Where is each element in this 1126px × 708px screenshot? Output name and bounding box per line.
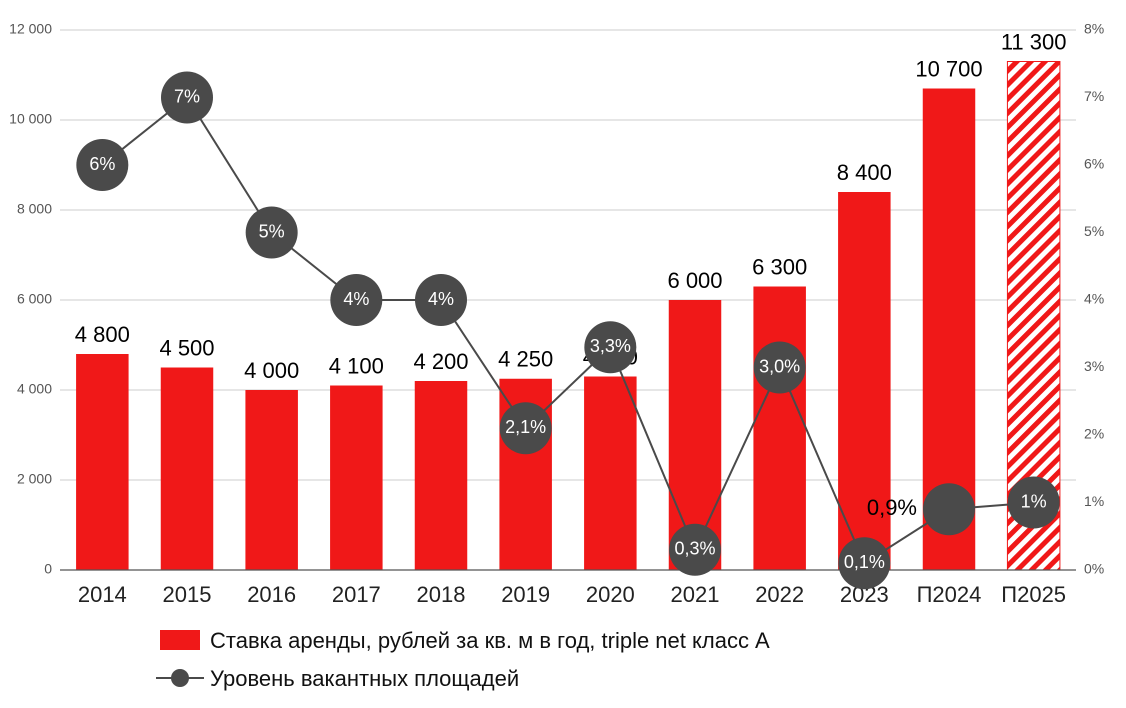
legend-label: Ставка аренды, рублей за кв. м в год, tr…	[210, 628, 770, 653]
bar-value-label: 4 500	[159, 335, 214, 360]
x-category-label: П2025	[1001, 582, 1066, 607]
vacancy-value-label: 6%	[89, 154, 115, 174]
bar	[753, 287, 805, 571]
x-category-label: 2019	[501, 582, 550, 607]
legend-swatch-bar	[160, 630, 200, 650]
bar-value-label: 8 400	[837, 160, 892, 185]
bar-value-label: 6 300	[752, 254, 807, 279]
bar	[330, 386, 382, 571]
x-category-label: 2020	[586, 582, 635, 607]
vacancy-value-label: 3,0%	[759, 356, 800, 376]
vacancy-value-label: 0,9%	[867, 495, 917, 520]
bar-value-label: 4 100	[329, 353, 384, 378]
y-left-tick: 8 000	[17, 201, 52, 217]
y-right-tick: 6%	[1084, 156, 1104, 172]
bar	[161, 368, 213, 571]
y-right-tick: 2%	[1084, 426, 1104, 442]
bar	[76, 354, 128, 570]
y-right-tick: 4%	[1084, 291, 1104, 307]
x-category-label: 2016	[247, 582, 296, 607]
y-right-tick: 8%	[1084, 21, 1104, 37]
vacancy-value-label: 4%	[343, 289, 369, 309]
legend-marker	[171, 669, 189, 687]
x-category-label: П2024	[917, 582, 982, 607]
y-left-tick: 4 000	[17, 381, 52, 397]
vacancy-value-label: 7%	[174, 86, 200, 106]
x-category-label: 2014	[78, 582, 127, 607]
vacancy-value-label: 2,1%	[505, 417, 546, 437]
y-right-tick: 1%	[1084, 493, 1104, 509]
y-left-tick: 0	[44, 561, 52, 577]
y-right-tick: 3%	[1084, 358, 1104, 374]
bar-value-label: 6 000	[667, 268, 722, 293]
y-left-tick: 6 000	[17, 291, 52, 307]
bar	[584, 377, 636, 571]
y-left-tick: 2 000	[17, 471, 52, 487]
bar-value-label: 4 000	[244, 358, 299, 383]
vacancy-value-label: 4%	[428, 289, 454, 309]
rent-vacancy-chart: 0 2 000 4 000 6 000 8 000 10 000 12 000 0% 1% 2% 3…	[0, 0, 1126, 708]
bar-value-label: 4 200	[413, 349, 468, 374]
y-right-tick: 7%	[1084, 88, 1104, 104]
y-left-tick: 12 000	[9, 21, 52, 37]
x-category-label: 2017	[332, 582, 381, 607]
bar-value-label: 4 800	[75, 322, 130, 347]
bar-value-label: 10 700	[915, 56, 982, 81]
y-right-tick: 0%	[1084, 561, 1104, 577]
y-left-tick: 10 000	[9, 111, 52, 127]
vacancy-value-label: 5%	[259, 221, 285, 241]
legend-label: Уровень вакантных площадей	[210, 666, 519, 691]
x-category-label: 2021	[671, 582, 720, 607]
x-category-label: 2018	[417, 582, 466, 607]
vacancy-value-label: 3,3%	[590, 336, 631, 356]
vacancy-marker	[923, 483, 975, 535]
x-category-label: 2015	[163, 582, 212, 607]
bar	[245, 390, 297, 570]
bar	[415, 381, 467, 570]
bar-value-label: 4 250	[498, 347, 553, 372]
vacancy-value-label: 0,3%	[674, 539, 715, 559]
vacancy-value-label: 1%	[1021, 491, 1047, 511]
x-category-label: 2022	[755, 582, 804, 607]
y-right-tick: 5%	[1084, 223, 1104, 239]
bar-value-label: 11 300	[1001, 29, 1067, 54]
vacancy-value-label: 0,1%	[844, 552, 885, 572]
